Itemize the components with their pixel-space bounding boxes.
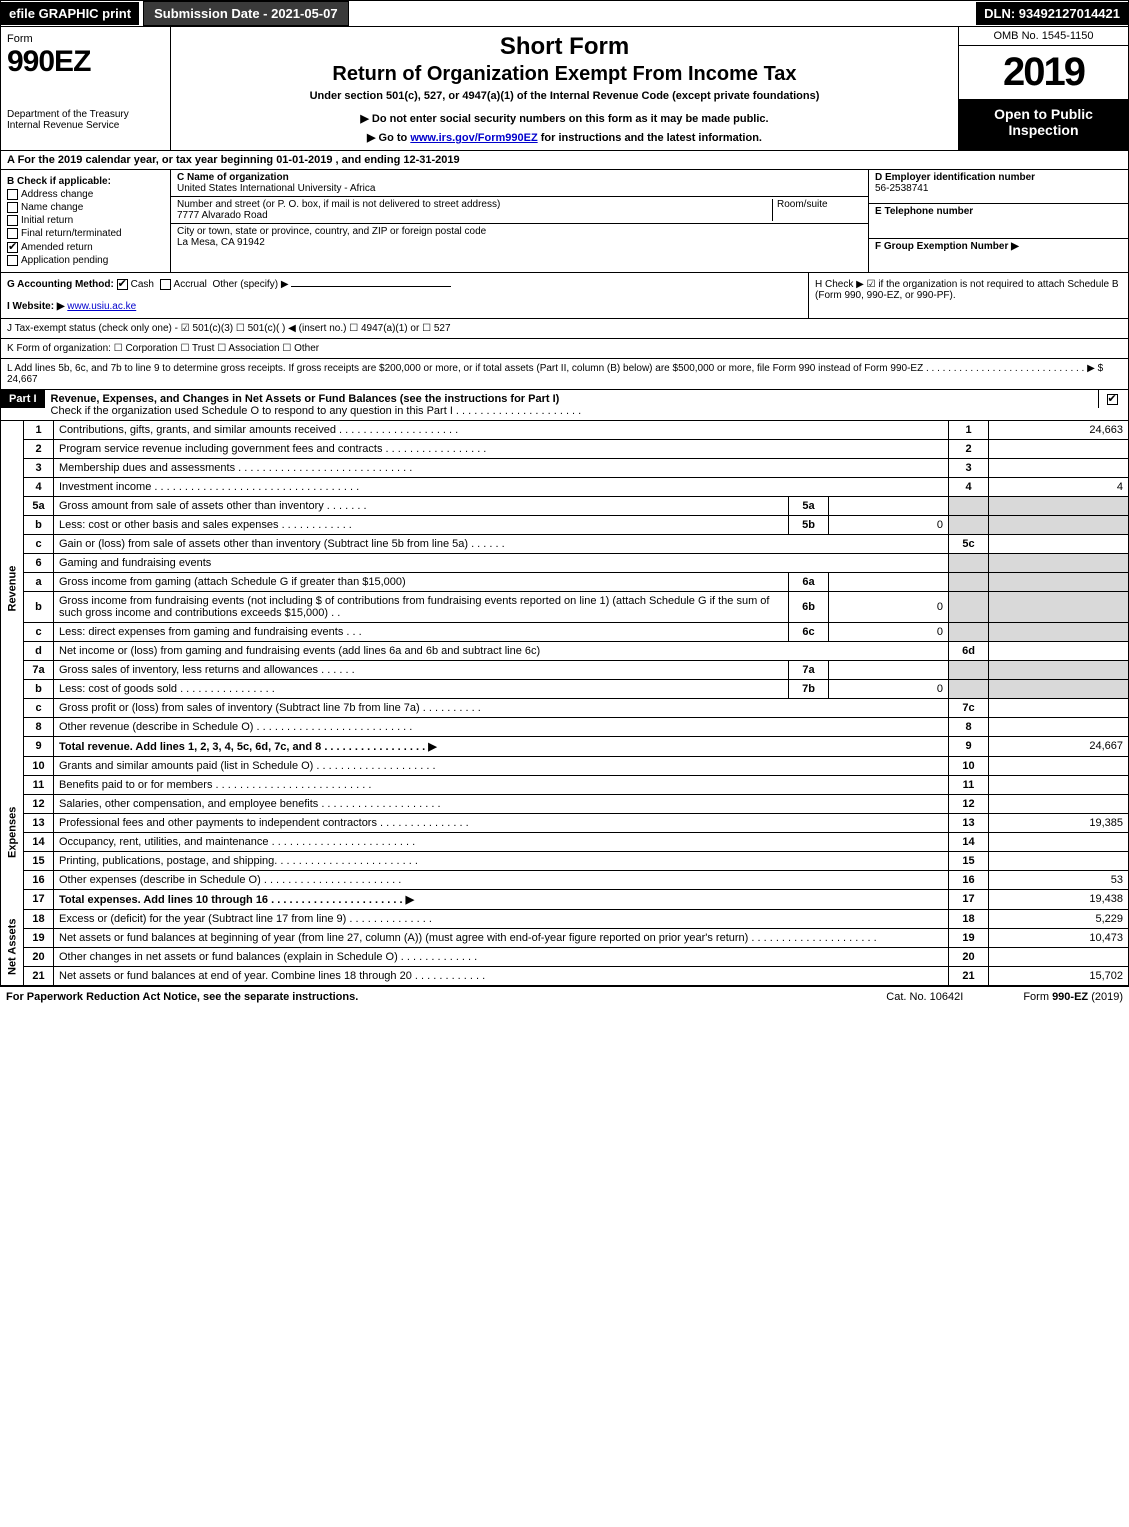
street-cell: Number and street (or P. O. box, if mail…: [171, 197, 868, 224]
form-word: Form: [7, 33, 164, 45]
val-13: 19,385: [989, 813, 1129, 832]
val-21: 15,702: [989, 966, 1129, 985]
goto-post: for instructions and the latest informat…: [538, 132, 762, 144]
net-assets-side-label: Net Assets: [1, 909, 24, 985]
tax-year: 2019: [959, 46, 1128, 100]
expenses-side-label: Expenses: [1, 756, 24, 909]
dln-label: DLN: 93492127014421: [976, 2, 1128, 25]
val-1: 24,663: [989, 421, 1129, 440]
website-link[interactable]: www.usiu.ac.ke: [67, 301, 136, 312]
city-cell: City or town, state or province, country…: [171, 224, 868, 250]
line-b-heading: B Check if applicable:: [7, 176, 164, 187]
val-8: [989, 717, 1129, 736]
val-5c: [989, 534, 1129, 553]
line-b: B Check if applicable: Address change Na…: [1, 170, 171, 272]
street-value: 7777 Alvarado Road: [177, 210, 268, 221]
line-k: K Form of organization: ☐ Corporation ☐ …: [0, 339, 1129, 359]
city-value: La Mesa, CA 91942: [177, 237, 265, 248]
cat-no: Cat. No. 10642I: [886, 991, 963, 1003]
line-a: A For the 2019 calendar year, or tax yea…: [0, 151, 1129, 170]
do-not-enter: ▶ Do not enter social security numbers o…: [181, 112, 948, 125]
line-g: G Accounting Method: Cash Accrual Other …: [1, 273, 808, 318]
line-d: D Employer identification number 56-2538…: [869, 170, 1128, 204]
val-20: [989, 947, 1129, 966]
short-form-title: Short Form: [181, 33, 948, 61]
goto-pre: ▶ Go to: [367, 132, 410, 144]
val-7b: 0: [829, 679, 949, 698]
open-public-badge: Open to Public Inspection: [959, 100, 1128, 150]
chk-cash[interactable]: [117, 279, 128, 290]
page-footer: For Paperwork Reduction Act Notice, see …: [0, 986, 1129, 1007]
val-3: [989, 458, 1129, 477]
form-header: Form 990EZ Department of the Treasury In…: [0, 27, 1129, 151]
val-16: 53: [989, 870, 1129, 889]
top-bar: efile GRAPHIC print Submission Date - 20…: [0, 0, 1129, 27]
revenue-side-label: Revenue: [1, 421, 24, 757]
val-6c: 0: [829, 622, 949, 641]
chk-final[interactable]: Final return/terminated: [7, 228, 164, 239]
header-center: Short Form Return of Organization Exempt…: [171, 27, 958, 150]
val-5a: [829, 496, 949, 515]
room-suite: Room/suite: [772, 199, 862, 221]
return-title: Return of Organization Exempt From Incom…: [181, 63, 948, 86]
chk-pending[interactable]: Application pending: [7, 255, 164, 266]
chk-name[interactable]: Name change: [7, 202, 164, 213]
under-section: Under section 501(c), 527, or 4947(a)(1)…: [181, 90, 948, 102]
line-h: H Check ▶ ☑ if the organization is not r…: [808, 273, 1128, 318]
header-left: Form 990EZ Department of the Treasury In…: [1, 27, 171, 150]
header-right: OMB No. 1545-1150 2019 Open to Public In…: [958, 27, 1128, 150]
val-4: 4: [989, 477, 1129, 496]
form-number: 990EZ: [7, 45, 164, 79]
val-10: [989, 756, 1129, 775]
org-name: United States International University -…: [177, 183, 375, 194]
form-ref: Form 990-EZ (2019): [1023, 991, 1123, 1003]
val-14: [989, 832, 1129, 851]
line-j: J Tax-exempt status (check only one) - ☑…: [0, 319, 1129, 339]
chk-accrual[interactable]: [160, 279, 171, 290]
goto-line: ▶ Go to www.irs.gov/Form990EZ for instru…: [181, 131, 948, 144]
val-19: 10,473: [989, 928, 1129, 947]
val-12: [989, 794, 1129, 813]
line-f: F Group Exemption Number ▶: [869, 239, 1128, 272]
val-6b: 0: [829, 591, 949, 622]
ein-value: 56-2538741: [875, 183, 928, 194]
lines-table: Revenue 1Contributions, gifts, grants, a…: [0, 421, 1129, 986]
omb-number: OMB No. 1545-1150: [959, 27, 1128, 46]
irs-label: Internal Revenue Service: [7, 120, 164, 131]
part1-bar: Part I Revenue, Expenses, and Changes in…: [0, 390, 1129, 421]
val-7a: [829, 660, 949, 679]
line-c: C Name of organization United States Int…: [171, 170, 868, 272]
val-17: 19,438: [989, 889, 1129, 909]
part1-desc: Revenue, Expenses, and Changes in Net As…: [45, 390, 1098, 420]
val-5b: 0: [829, 515, 949, 534]
dept-label: Department of the Treasury: [7, 109, 164, 120]
line-def: D Employer identification number 56-2538…: [868, 170, 1128, 272]
line-e: E Telephone number: [869, 204, 1128, 238]
part1-label: Part I: [1, 390, 45, 408]
paperwork-notice: For Paperwork Reduction Act Notice, see …: [6, 991, 358, 1003]
val-9: 24,667: [989, 736, 1129, 756]
goto-link[interactable]: www.irs.gov/Form990EZ: [410, 132, 537, 144]
val-15: [989, 851, 1129, 870]
chk-address[interactable]: Address change: [7, 189, 164, 200]
val-7c: [989, 698, 1129, 717]
meta-grid: B Check if applicable: Address change Na…: [0, 170, 1129, 273]
chk-initial[interactable]: Initial return: [7, 215, 164, 226]
chk-amended[interactable]: Amended return: [7, 242, 164, 253]
val-2: [989, 439, 1129, 458]
part1-check[interactable]: [1098, 390, 1128, 408]
efile-label[interactable]: efile GRAPHIC print: [1, 2, 139, 25]
val-6d: [989, 641, 1129, 660]
val-18: 5,229: [989, 909, 1129, 928]
line-gh: G Accounting Method: Cash Accrual Other …: [0, 273, 1129, 319]
line-l: L Add lines 5b, 6c, and 7b to line 9 to …: [0, 359, 1129, 390]
val-11: [989, 775, 1129, 794]
submission-date: Submission Date - 2021-05-07: [143, 1, 349, 26]
val-6a: [829, 572, 949, 591]
org-name-cell: C Name of organization United States Int…: [171, 170, 868, 197]
line-i-label: I Website: ▶: [7, 301, 65, 312]
